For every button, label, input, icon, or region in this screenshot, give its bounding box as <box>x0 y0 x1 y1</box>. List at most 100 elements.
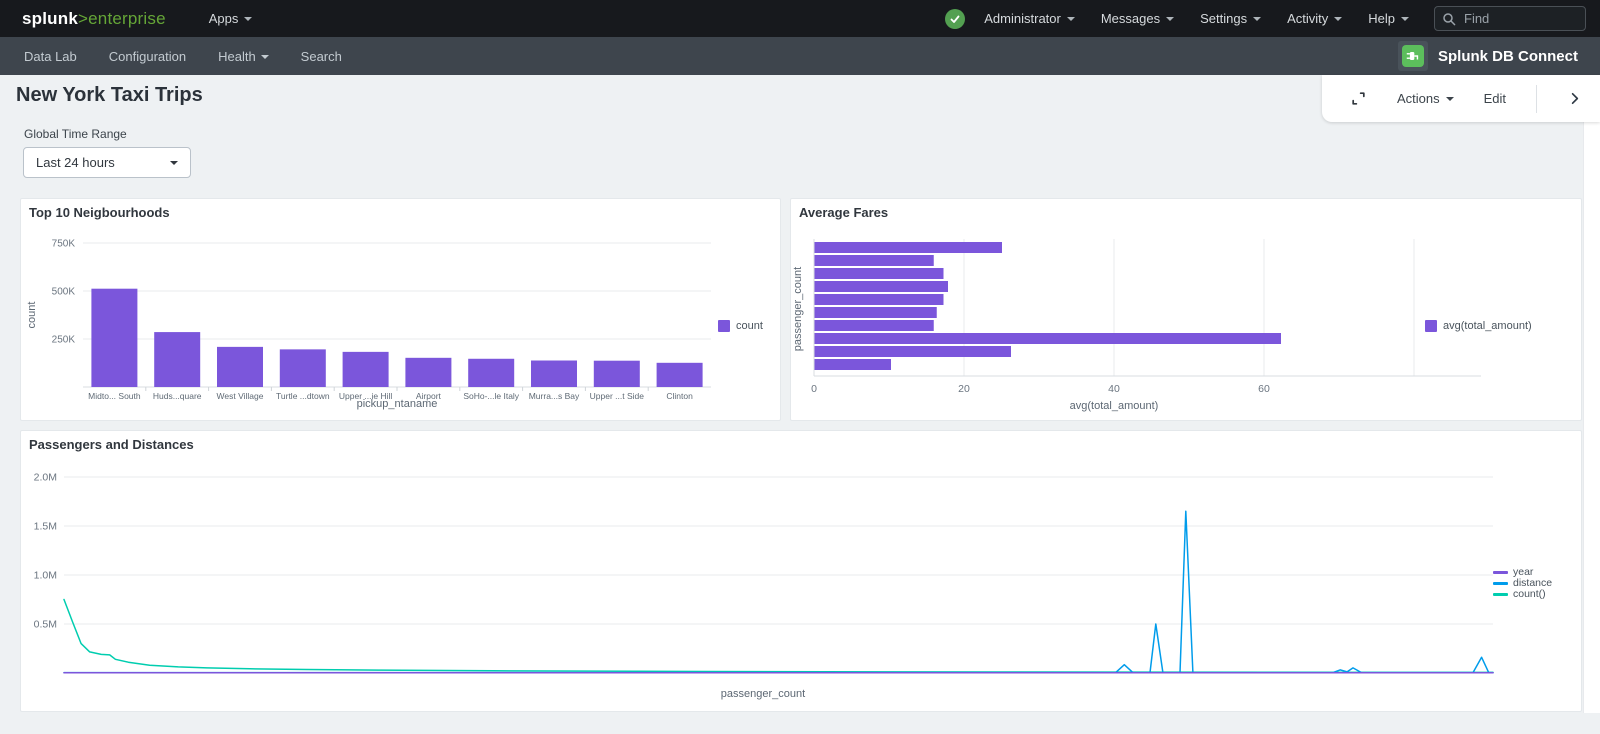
legend-label: count() <box>1513 588 1546 600</box>
legend-label: avg(total_amount) <box>1443 320 1532 332</box>
bar-chart-top10[interactable]: 250K 500K 750K Midto... South Huds...quare We… <box>21 229 782 419</box>
edit-button-label: Edit <box>1483 91 1506 106</box>
svg-text:SoHo-...le Italy: SoHo-...le Italy <box>463 391 519 401</box>
user-menu-label: Administrator <box>984 11 1061 26</box>
help-menu-label: Help <box>1368 11 1395 26</box>
panel-top10-neighbourhoods: Top 10 Neigbourhoods 250K 500K 750K Midto..… <box>20 198 781 421</box>
toolbar-divider <box>1536 84 1537 113</box>
svg-text:passenger_count: passenger_count <box>792 267 804 351</box>
svg-text:Midto... South: Midto... South <box>88 391 141 401</box>
user-menu[interactable]: Administrator <box>971 11 1088 26</box>
svg-text:Airport: Airport <box>416 391 442 401</box>
find-input[interactable] <box>1462 10 1572 27</box>
panel-title: Passengers and Distances <box>29 437 194 452</box>
svg-text:passenger_count: passenger_count <box>721 688 805 700</box>
chevron-down-icon <box>1445 97 1454 101</box>
chart-legend: year distance count() <box>1493 567 1552 600</box>
svg-text:pickup_ntaname: pickup_ntaname <box>357 398 438 410</box>
activity-menu-label: Activity <box>1287 11 1329 26</box>
svg-text:1.0M: 1.0M <box>34 570 57 582</box>
expand-panel-button[interactable] <box>1567 91 1582 106</box>
time-range-dropdown[interactable]: Last 24 hours <box>23 147 191 178</box>
chevron-down-icon <box>1253 17 1262 21</box>
legend-line-swatch <box>1493 582 1508 585</box>
messages-menu[interactable]: Messages <box>1088 11 1187 26</box>
chart-legend: avg(total_amount) <box>1425 320 1532 332</box>
svg-text:250K: 250K <box>52 335 76 346</box>
svg-text:60: 60 <box>1258 383 1270 395</box>
svg-text:40: 40 <box>1108 383 1120 395</box>
legend-label: count <box>736 320 763 332</box>
line-chart-passengers-distances[interactable]: 0.5M 1.0M 1.5M 2.0M passenger_count <box>21 445 1583 710</box>
legend-item-year: year <box>1493 567 1533 578</box>
splunk-logo[interactable]: splunk>enterprise <box>22 9 166 29</box>
apps-menu-label: Apps <box>208 11 239 26</box>
chevron-down-icon <box>170 161 178 165</box>
time-range-value: Last 24 hours <box>36 155 115 170</box>
page-title: New York Taxi Trips <box>16 84 203 106</box>
health-status-icon[interactable] <box>945 8 966 29</box>
settings-menu-label: Settings <box>1200 11 1248 26</box>
panel-title: Top 10 Neigbourhoods <box>29 205 170 220</box>
svg-text:Upper ...ie Hill: Upper ...ie Hill <box>339 391 392 401</box>
nav-item-search[interactable]: Search <box>285 49 358 64</box>
nav-item-configuration[interactable]: Configuration <box>93 49 202 64</box>
legend-item-count: count() <box>1493 589 1546 600</box>
messages-menu-label: Messages <box>1100 11 1161 26</box>
plug-icon <box>1401 45 1424 67</box>
app-navbar: Data Lab Configuration Health Search Spl… <box>0 37 1600 75</box>
legend-line-swatch <box>1493 571 1508 574</box>
chevron-down-icon <box>1166 17 1175 21</box>
logo-product-text: enterprise <box>88 8 166 28</box>
collapsed-side-panel[interactable] <box>1583 122 1600 713</box>
legend-line-swatch <box>1493 593 1508 596</box>
logo-splunk-text: splunk <box>22 8 78 28</box>
settings-menu[interactable]: Settings <box>1187 11 1274 26</box>
fullscreen-button[interactable] <box>1350 90 1367 107</box>
svg-text:2.0M: 2.0M <box>34 472 57 484</box>
svg-text:Huds...quare: Huds...quare <box>153 391 202 401</box>
help-menu[interactable]: Help <box>1355 11 1422 26</box>
db-connect-app-icon[interactable] <box>1397 41 1428 71</box>
svg-text:Upper ...t Side: Upper ...t Side <box>590 391 645 401</box>
nav-item-label: Configuration <box>108 48 187 64</box>
legend-label: year <box>1513 566 1534 578</box>
apps-menu[interactable]: Apps <box>196 11 266 26</box>
svg-text:750K: 750K <box>52 239 76 250</box>
check-icon <box>950 15 960 23</box>
chevron-down-icon <box>1401 17 1409 21</box>
chevron-down-icon <box>260 54 269 59</box>
legend-item-distance: distance <box>1493 578 1552 589</box>
edit-button[interactable]: Edit <box>1484 91 1506 106</box>
chart-legend: count <box>718 320 763 332</box>
panel-passengers-distances: Passengers and Distances 0.5M 1.0M 1.5M 2.0… <box>20 430 1582 712</box>
nav-item-label: Data Lab <box>24 48 77 64</box>
svg-text:0.5M: 0.5M <box>34 619 57 631</box>
time-range-label: Global Time Range <box>24 127 127 141</box>
find-search-box[interactable] <box>1434 6 1586 31</box>
hbar-chart-average-fares[interactable]: 0 20 40 60 avg(total_amount) passenger_count <box>791 229 1511 419</box>
actions-button[interactable]: Actions <box>1397 91 1454 106</box>
legend-label: distance <box>1513 577 1553 589</box>
chevron-down-icon <box>1066 17 1075 21</box>
chevron-right-icon <box>1571 92 1579 105</box>
svg-text:count: count <box>26 302 38 329</box>
svg-text:0: 0 <box>811 383 817 395</box>
panel-title: Average Fares <box>799 205 889 220</box>
svg-text:1.5M: 1.5M <box>34 521 57 533</box>
svg-text:West Village: West Village <box>217 391 264 401</box>
panel-average-fares: Average Fares 0 20 40 60 avg(total_amount) pa… <box>790 198 1582 421</box>
actions-button-label: Actions <box>1396 91 1440 106</box>
search-icon <box>1443 12 1456 25</box>
svg-text:Murra...s Bay: Murra...s Bay <box>529 391 580 401</box>
svg-text:avg(total_amount): avg(total_amount) <box>1070 400 1159 412</box>
logo-gt: > <box>78 8 89 28</box>
activity-menu[interactable]: Activity <box>1274 11 1355 26</box>
nav-item-data-lab[interactable]: Data Lab <box>8 49 93 64</box>
dashboard-toolbar: Actions Edit <box>1321 75 1600 122</box>
top-navbar: splunk>enterprise Apps Administrator Mes… <box>0 0 1600 37</box>
svg-text:Turtle ...dtown: Turtle ...dtown <box>276 391 330 401</box>
expand-icon <box>1352 92 1365 105</box>
legend-swatch <box>1425 320 1437 332</box>
nav-item-health[interactable]: Health <box>202 49 285 64</box>
